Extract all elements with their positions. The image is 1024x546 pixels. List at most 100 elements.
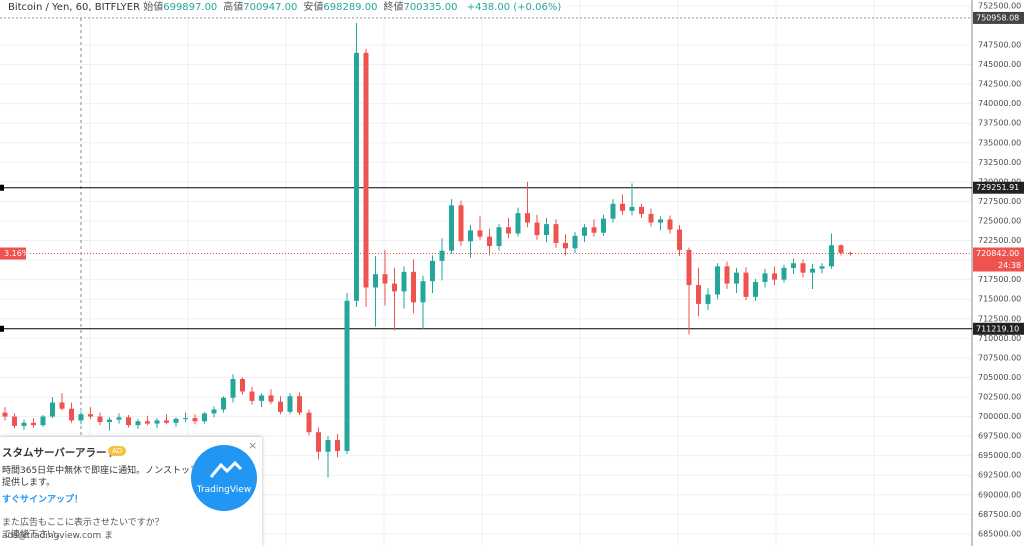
candle-body xyxy=(59,402,65,409)
candle-body xyxy=(515,213,521,234)
candle-body xyxy=(154,420,160,424)
candle-body xyxy=(420,281,426,303)
ohlc-label: 始値 xyxy=(143,2,164,13)
candle-body xyxy=(268,395,274,402)
candle-body xyxy=(601,218,606,233)
candle-body xyxy=(639,206,644,214)
legend-header: Bitcoin / Yen, 60, BITFLYER 始値699897.00 高… xyxy=(0,0,568,16)
candle-body xyxy=(696,285,701,304)
candle-body xyxy=(363,52,369,288)
candle-body xyxy=(173,418,179,423)
candle-body xyxy=(306,412,312,433)
candle-body xyxy=(392,283,397,292)
candle-body xyxy=(335,440,340,451)
candle-body xyxy=(192,418,198,422)
ad-logo[interactable]: TradingView xyxy=(191,445,257,511)
candle-body xyxy=(449,205,454,251)
candle-body xyxy=(629,206,635,211)
candle-body xyxy=(401,271,407,292)
candle-body xyxy=(325,440,331,452)
candle-body xyxy=(21,422,27,426)
price-label-bg xyxy=(973,247,1024,272)
candle-body xyxy=(810,268,815,273)
candle-body xyxy=(648,213,654,223)
ad-footer: で連絡下さい。 xyxy=(2,530,66,540)
y-tick-label: 690000.00 xyxy=(978,490,1021,499)
y-tick-label: 702500.00 xyxy=(978,392,1021,401)
candle-body xyxy=(249,391,255,401)
logo-icon xyxy=(209,460,243,478)
percent-label: 3.16% xyxy=(4,249,30,258)
y-tick-label: 732500.00 xyxy=(978,158,1021,167)
candle-body xyxy=(50,402,55,417)
y-tick-label: 725000.00 xyxy=(978,216,1021,225)
candle-body xyxy=(145,421,150,424)
candle-body xyxy=(525,213,530,223)
candle-body xyxy=(468,230,473,242)
level-label-bg xyxy=(973,322,1024,335)
candle-body xyxy=(430,260,435,282)
price-label: 720842.00 xyxy=(976,249,1019,258)
candle-body xyxy=(686,249,692,286)
ad-link[interactable]: すぐサインアップ！ xyxy=(2,495,84,505)
y-tick-label: 727500.00 xyxy=(978,197,1021,206)
level-label: 729251.91 xyxy=(976,183,1019,192)
candle-body xyxy=(506,227,511,234)
candle-body xyxy=(658,219,663,223)
candle-body xyxy=(848,253,853,255)
candle-body xyxy=(563,242,568,249)
candle-body xyxy=(553,224,559,243)
candle-body xyxy=(211,409,217,414)
ad-panel: スタムサーバーアラート AD × 時間365日年中無休で即座に通知。ノンストップ… xyxy=(0,437,262,546)
ad-title[interactable]: スタムサーバーアラート xyxy=(2,447,117,459)
candle-body xyxy=(230,378,236,398)
close-button[interactable]: × xyxy=(248,439,258,452)
candle-body xyxy=(240,378,245,392)
ohlc-label: 安値 xyxy=(303,2,324,13)
ohlc: 始値699897.00 高値700947.00 安値698289.00 終値70033… xyxy=(143,2,463,13)
candle-body xyxy=(772,273,777,280)
ohlc-label: 終値 xyxy=(383,2,404,13)
candle-body xyxy=(620,203,625,211)
candle-body xyxy=(591,227,597,233)
high-label: 750958.08 xyxy=(976,13,1019,22)
candle-body xyxy=(496,227,502,247)
ad-badge: AD xyxy=(108,446,127,456)
y-tick-label: 745000.00 xyxy=(978,60,1021,69)
candle-body xyxy=(610,203,616,219)
candle-body xyxy=(734,272,739,284)
candle-body xyxy=(344,300,350,451)
candle-body xyxy=(31,422,36,426)
candle-body xyxy=(715,266,720,295)
candle-body xyxy=(78,414,84,421)
candle-body xyxy=(677,229,682,250)
high-label-bg xyxy=(973,11,1024,24)
candle-body xyxy=(743,272,749,297)
y-tick-label: 710000.00 xyxy=(978,334,1021,343)
candle-body xyxy=(791,263,796,268)
level-handle xyxy=(0,184,4,191)
y-tick-label: 697500.00 xyxy=(978,432,1021,441)
candle-body xyxy=(781,267,787,280)
candle-body xyxy=(534,222,540,236)
logo-text: TradingView xyxy=(196,485,252,495)
candle-body xyxy=(572,235,578,249)
candle-body xyxy=(88,414,93,417)
candle-body xyxy=(411,271,416,303)
ad-text: 提供します。 xyxy=(2,478,56,488)
candle-body xyxy=(287,396,293,412)
ohlc-value: 698289.00 xyxy=(323,2,378,13)
candle-body xyxy=(107,419,112,423)
candle-body xyxy=(183,418,188,420)
candle-body xyxy=(753,281,758,297)
candle-body xyxy=(40,416,46,426)
y-tick-label: 737500.00 xyxy=(978,119,1021,128)
level-label: 711219.10 xyxy=(976,324,1019,333)
ohlc-value: 700947.00 xyxy=(243,2,298,13)
ad-footer: また広告もここに表示させたいですか？ads@tradingview.com ま xyxy=(2,518,164,541)
candle-body xyxy=(354,52,359,301)
symbol[interactable]: Bitcoin / Yen, 60, BITFLYER xyxy=(8,2,141,13)
y-tick-label: 722500.00 xyxy=(978,236,1021,245)
candle-body xyxy=(582,227,587,236)
